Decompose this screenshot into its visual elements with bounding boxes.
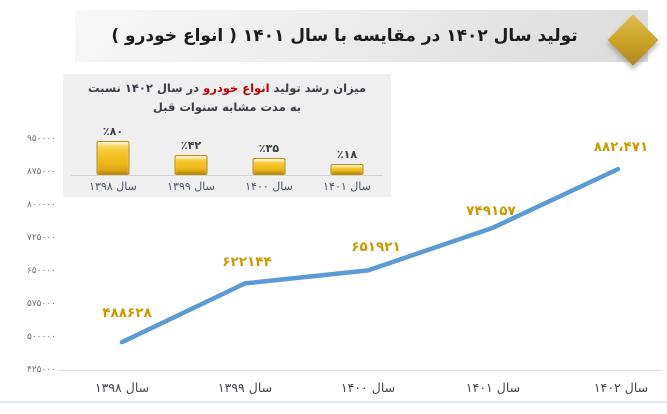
x-axis-label: سال ۱۴۰۱ [465, 380, 521, 395]
x-axis-label: سال ۱۳۹۹ [217, 380, 273, 395]
inset-bar-value-label: ٪۱۸ [336, 148, 358, 161]
y-axis-tick: ۸۰۰۰۰۰ [26, 199, 56, 210]
inset-bar [330, 164, 364, 175]
inset-growth-panel: میزان رشد تولید انواع خودرو در سال ۱۴۰۲ … [63, 74, 391, 197]
inset-bar-year-label: سال ۱۳۹۸ [89, 180, 137, 193]
y-axis-tick: ۷۲۵۰۰۰ [26, 232, 56, 243]
inset-title-line2: به مدت مشابه سنوات قبل [152, 100, 302, 114]
y-axis-tick: ۸۷۵۰۰۰ [26, 166, 56, 177]
inset-bar-column: ٪۱۸ سال ۱۴۰۱ [307, 74, 387, 197]
y-axis-tick: ۴۲۵۰۰۰ [26, 364, 56, 375]
inset-bar-column: ٪۸۰ سال ۱۳۹۸ [73, 74, 153, 197]
bottom-divider [0, 401, 667, 403]
y-axis-tick: ۹۵۰۰۰۰ [26, 134, 56, 144]
inset-title-pre: میزان رشد تولید [269, 81, 367, 95]
inset-bar-column: ٪۴۲ سال ۱۳۹۹ [151, 74, 231, 197]
data-point-label: ۸۸۲،۴۷۱ [593, 139, 649, 156]
inset-bar-column: ٪۳۵ سال ۱۴۰۰ [229, 74, 309, 197]
inset-bar-value-label: ٪۳۵ [258, 142, 280, 155]
inset-bar-value-label: ٪۴۲ [180, 139, 202, 152]
data-point-label: ۶۵۱۹۲۱ [351, 239, 401, 256]
inset-bar-year-label: سال ۱۳۹۹ [167, 180, 215, 193]
y-axis-tick: ۶۵۰۰۰۰ [26, 265, 56, 276]
inset-title-post: در سال ۱۴۰۲ نسبت [87, 81, 204, 95]
chart-title: تولید سال ۱۴۰۲ در مقایسه با سال ۱۴۰۱ ( ا… [111, 26, 578, 46]
data-point-label: ۶۲۲۱۴۴ [222, 254, 272, 271]
inset-title-line1: میزان رشد تولید انواع خودرو در سال ۱۴۰۲ … [63, 81, 391, 95]
title-banner: تولید سال ۱۴۰۲ در مقایسه با سال ۱۴۰۱ ( ا… [75, 10, 648, 62]
data-point-label: ۴۸۸۶۲۸ [102, 305, 152, 322]
data-point-label: ۷۴۹۱۵۷ [466, 202, 516, 219]
y-axis-tick: ۵۰۰۰۰۰ [26, 331, 56, 342]
inset-bar-year-label: سال ۱۴۰۰ [245, 180, 293, 193]
inset-bar [252, 158, 286, 175]
y-axis-tick: ۵۷۵۰۰۰ [26, 298, 56, 309]
inset-bar-value-label: ٪۸۰ [102, 125, 124, 138]
inset-bar [174, 155, 208, 175]
x-axis-label: سال ۱۴۰۲ [593, 380, 649, 395]
inset-title-highlight: انواع خودرو [203, 81, 270, 95]
x-axis-line [58, 370, 662, 371]
x-axis-label: سال ۱۳۹۸ [94, 380, 150, 395]
x-axis-label: سال ۱۴۰۰ [340, 380, 396, 395]
inset-bar [96, 141, 130, 175]
inset-bar-year-label: سال ۱۴۰۱ [323, 180, 371, 193]
